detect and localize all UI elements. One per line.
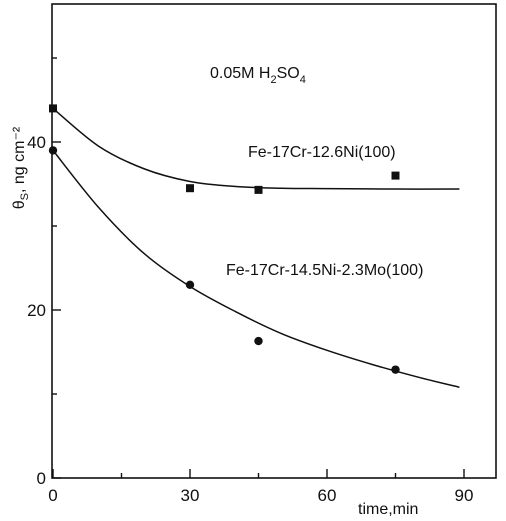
annotation-mid: SO	[277, 65, 300, 82]
plot-frame	[51, 3, 497, 479]
square-marker	[49, 104, 57, 113]
square-marker	[186, 184, 194, 193]
tick-labels: 0 30 60 90 0 20 40	[27, 133, 473, 505]
annotation-sub2: 4	[300, 74, 306, 86]
square-marker	[391, 171, 400, 180]
x-tick-label: 90	[455, 486, 474, 505]
y-axis-title: θS, ng cm⁻²	[11, 126, 31, 209]
circle-marker	[391, 365, 400, 374]
y-tick-label: 40	[27, 133, 46, 152]
circle-marker	[48, 146, 58, 155]
y-tick-label: 20	[27, 301, 46, 320]
data-markers	[48, 104, 400, 374]
annotation-sub1: 2	[270, 74, 276, 86]
ticks	[52, 57, 465, 479]
x-axis-title: time,min	[358, 501, 418, 518]
square-marker	[254, 185, 263, 194]
annotation-prefix: 0.05M H	[210, 65, 270, 82]
fit-curve-series-0	[52, 107, 460, 190]
x-tick-label: 60	[318, 486, 337, 505]
x-tick-label: 30	[181, 486, 200, 505]
y-axis-unit: , ng cm⁻²	[11, 126, 28, 193]
series-label-fe-cr-ni: Fe-17Cr-12.6Ni(100)	[248, 144, 396, 161]
y-tick-label: 0	[37, 469, 46, 488]
y-axis-symbol: θ	[11, 200, 28, 209]
y-axis-subscript: S	[19, 193, 31, 200]
condition-annotation: 0.05M H2SO4	[210, 65, 306, 86]
circle-marker	[185, 280, 195, 289]
series-label-fe-cr-ni-mo: Fe-17Cr-14.5Ni-2.3Mo(100)	[226, 262, 423, 279]
circle-marker	[254, 336, 263, 346]
x-tick-label: 0	[48, 486, 57, 505]
